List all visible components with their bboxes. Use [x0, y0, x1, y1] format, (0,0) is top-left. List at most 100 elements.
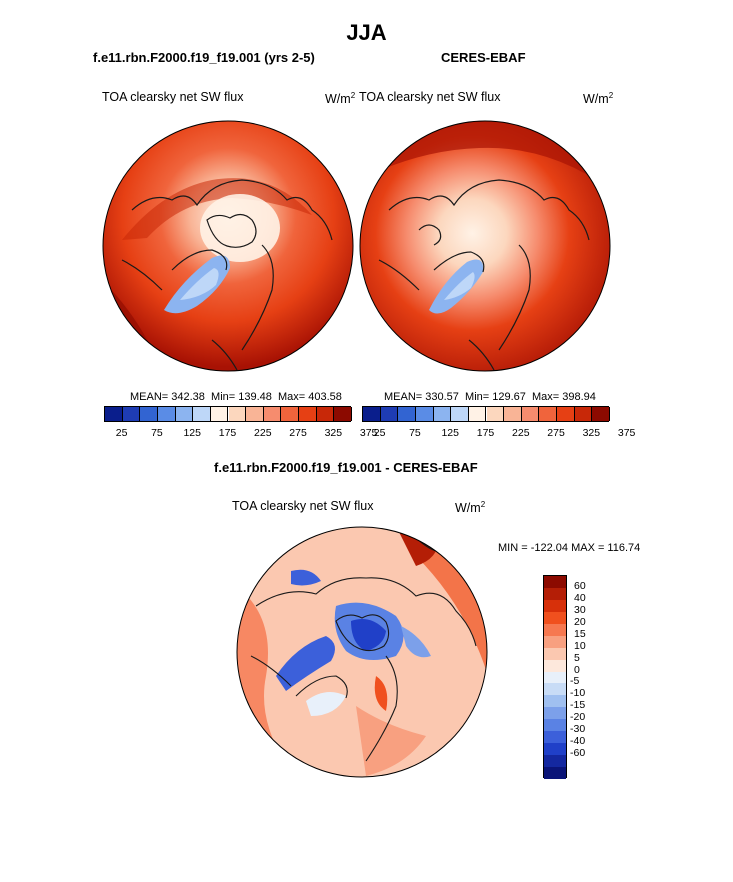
right-colorbar-tick-label: 75	[409, 427, 421, 439]
right-colorbar-tick-label: 175	[476, 427, 495, 439]
diff-variable-label: TOA clearsky net SW flux	[232, 499, 374, 513]
right-colorbar-swatch	[574, 407, 593, 421]
left-colorbar-swatch	[281, 407, 300, 421]
left-colorbar-swatch	[122, 407, 141, 421]
diff-colorbar-tick-label: 15	[574, 627, 586, 640]
diff-colorbar-tick-label: -10	[570, 687, 586, 700]
right-colorbar-swatch	[539, 407, 558, 421]
right-colorbar-tick-label: 25	[373, 427, 386, 439]
diff-colorbar-tick-label: 40	[574, 591, 586, 604]
left-colorbar-swatch	[157, 407, 176, 421]
left-colorbar-tick-label: 225	[254, 427, 272, 439]
diff-colorbar-swatch	[544, 671, 566, 684]
diff-colorbar-tick-label: -20	[570, 711, 586, 724]
right-colorbar-swatch	[398, 407, 416, 421]
diff-colorbar	[543, 575, 567, 779]
right-colorbar-swatch	[521, 407, 540, 421]
left-case-name: f.e11.rbn.F2000.f19_f19.001 (yrs 2-5)	[93, 50, 315, 65]
left-colorbar-swatch	[193, 407, 211, 421]
left-colorbar-tick-label: 375	[359, 427, 378, 439]
left-colorbar-swatch	[299, 407, 317, 421]
diff-colorbar-swatch	[544, 647, 566, 660]
right-colorbar-swatch	[557, 407, 575, 421]
diff-colorbar-swatch	[544, 587, 566, 600]
left-colorbar-tick-label: 325	[324, 427, 343, 439]
page-title: JJA	[346, 20, 387, 45]
right-colorbar	[362, 406, 610, 422]
right-colorbar-swatch	[486, 407, 505, 421]
right-colorbar-tick-label: 125	[441, 427, 459, 439]
left-colorbar-swatch	[228, 407, 247, 421]
right-mean: MEAN= 330.57	[384, 391, 459, 403]
diff-colorbar-tick-label: 60	[574, 579, 586, 592]
diff-colorbar-swatch	[544, 743, 566, 756]
left-colorbar-swatch	[105, 407, 123, 421]
right-colorbar-swatch	[468, 407, 487, 421]
left-units: W/m2	[325, 91, 356, 107]
right-colorbar-tick-label: 225	[512, 427, 530, 439]
diff-colorbar-swatch	[544, 767, 566, 779]
right-max: Max= 398.94	[532, 391, 596, 403]
diff-colorbar-swatch	[544, 683, 566, 696]
diff-colorbar-swatch	[544, 695, 566, 708]
right-colorbar-tick-label: 375	[617, 427, 636, 439]
diff-colorbar-swatch	[544, 755, 566, 768]
left-colorbar-tick-label: 175	[218, 427, 237, 439]
diff-colorbar-tick-label: 20	[574, 615, 586, 628]
diff-colorbar-tick-label: -40	[570, 735, 586, 748]
right-colorbar-ticks: 25 75 125 175 225 275 325 375	[362, 427, 636, 441]
diff-colorbar-swatch	[544, 719, 566, 732]
left-colorbar	[104, 406, 352, 422]
diff-colorbar-swatch	[544, 611, 566, 624]
right-min: Min= 129.67	[465, 391, 526, 403]
right-colorbar-swatch	[380, 407, 399, 421]
diff-colorbar-swatch	[544, 731, 566, 744]
diff-colorbar-swatch	[544, 599, 566, 612]
left-colorbar-swatch	[316, 407, 335, 421]
diff-colorbar-tick-label: -5	[570, 675, 580, 688]
left-max: Max= 403.58	[278, 391, 342, 403]
right-colorbar-swatch	[451, 407, 469, 421]
diff-colorbar-tick-label: -15	[570, 699, 586, 712]
right-stats: MEAN= 330.57 Min= 129.67 Max= 398.94	[384, 391, 596, 403]
left-mean: MEAN= 342.38	[130, 391, 205, 403]
right-colorbar-tick-label: 275	[547, 427, 565, 439]
left-colorbar-tick-label: 25	[115, 427, 128, 439]
right-case-name: CERES-EBAF	[441, 50, 526, 65]
right-colorbar-swatch	[433, 407, 452, 421]
left-colorbar-swatch	[175, 407, 194, 421]
left-colorbar-swatch	[263, 407, 282, 421]
left-colorbar-swatch	[210, 407, 229, 421]
diff-colorbar-tick-label: -30	[570, 723, 586, 736]
left-colorbar-swatch	[246, 407, 264, 421]
right-colorbar-swatch	[415, 407, 434, 421]
left-colorbar-tick-label: 275	[289, 427, 307, 439]
right-colorbar-swatch	[592, 407, 610, 421]
diff-colorbar-swatch	[544, 635, 566, 648]
right-colorbar-tick-label: 325	[582, 427, 601, 439]
left-variable-label: TOA clearsky net SW flux	[102, 90, 244, 104]
diff-units: W/m2	[455, 500, 486, 516]
right-variable-label: TOA clearsky net SW flux	[359, 90, 501, 104]
diff-minmax: MIN = -122.04 MAX = 116.74	[498, 542, 641, 554]
diff-colorbar-tick-label: 10	[574, 639, 586, 652]
diff-colorbar-tick-label: 30	[574, 603, 586, 616]
diff-colorbar-swatch	[544, 707, 566, 720]
right-colorbar-swatch	[504, 407, 522, 421]
diff-title: f.e11.rbn.F2000.f19_f19.001 - CERES-EBAF	[214, 460, 478, 475]
diff-colorbar-tick-label: 5	[574, 651, 580, 664]
diff-colorbar-tick-label: 0	[574, 663, 580, 676]
right-units: W/m2	[583, 91, 614, 107]
left-colorbar-swatch	[334, 407, 352, 421]
left-colorbar-ticks: 25 75 125 175 225 275 325 375	[104, 427, 378, 441]
diff-colorbar-swatch	[544, 623, 566, 636]
right-polar-map	[359, 120, 611, 372]
right-colorbar-swatch	[363, 407, 381, 421]
left-polar-map	[102, 120, 354, 372]
left-colorbar-tick-label: 75	[151, 427, 163, 439]
left-colorbar-tick-label: 125	[183, 427, 201, 439]
diff-colorbar-ticks: 60 40 30 20 15 10 5 0 -5 -10 -15 -20 -30 -40 -60	[570, 575, 614, 778]
diff-polar-map	[236, 526, 488, 778]
diff-colorbar-swatch	[544, 659, 566, 672]
left-colorbar-swatch	[140, 407, 158, 421]
